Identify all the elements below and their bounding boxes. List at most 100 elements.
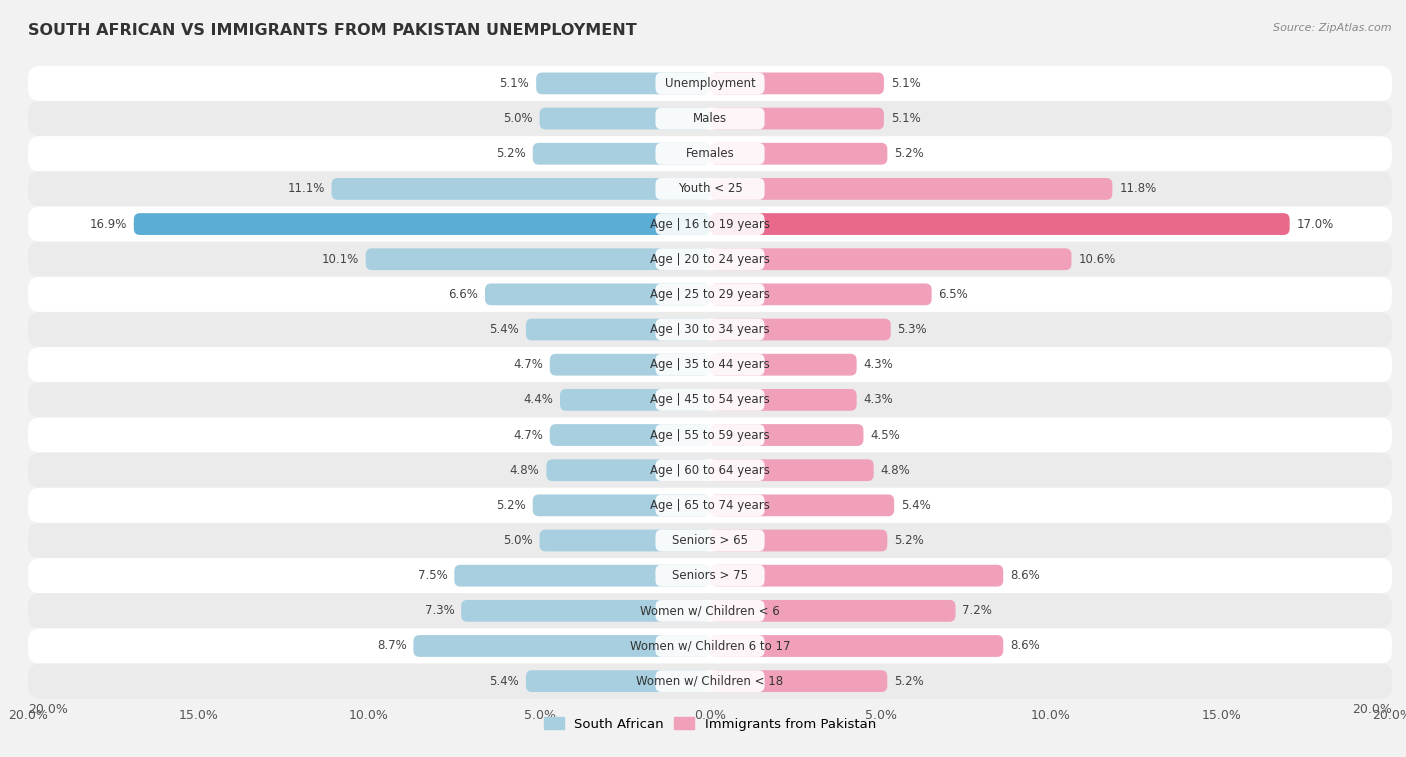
Text: 20.0%: 20.0%: [1353, 703, 1392, 716]
FancyBboxPatch shape: [28, 277, 1392, 312]
Text: Age | 30 to 34 years: Age | 30 to 34 years: [650, 323, 770, 336]
Text: Women w/ Children 6 to 17: Women w/ Children 6 to 17: [630, 640, 790, 653]
FancyBboxPatch shape: [550, 354, 710, 375]
FancyBboxPatch shape: [540, 530, 710, 551]
Text: 7.5%: 7.5%: [418, 569, 447, 582]
FancyBboxPatch shape: [710, 565, 1004, 587]
FancyBboxPatch shape: [550, 424, 710, 446]
FancyBboxPatch shape: [536, 73, 710, 95]
FancyBboxPatch shape: [655, 248, 765, 270]
Text: 4.7%: 4.7%: [513, 428, 543, 441]
Text: 5.1%: 5.1%: [891, 77, 921, 90]
FancyBboxPatch shape: [560, 389, 710, 411]
Text: 4.7%: 4.7%: [513, 358, 543, 371]
FancyBboxPatch shape: [655, 600, 765, 621]
Text: 5.2%: 5.2%: [894, 534, 924, 547]
Text: Women w/ Children < 18: Women w/ Children < 18: [637, 674, 783, 687]
FancyBboxPatch shape: [710, 600, 956, 621]
FancyBboxPatch shape: [485, 283, 710, 305]
Text: 4.3%: 4.3%: [863, 358, 893, 371]
Text: 5.4%: 5.4%: [901, 499, 931, 512]
Text: 5.4%: 5.4%: [489, 323, 519, 336]
FancyBboxPatch shape: [655, 494, 765, 516]
Legend: South African, Immigrants from Pakistan: South African, Immigrants from Pakistan: [538, 712, 882, 736]
Text: 16.9%: 16.9%: [90, 217, 127, 231]
Text: Age | 20 to 24 years: Age | 20 to 24 years: [650, 253, 770, 266]
FancyBboxPatch shape: [28, 382, 1392, 417]
Text: Unemployment: Unemployment: [665, 77, 755, 90]
FancyBboxPatch shape: [710, 248, 1071, 270]
FancyBboxPatch shape: [655, 389, 765, 411]
Text: 4.5%: 4.5%: [870, 428, 900, 441]
Text: Age | 55 to 59 years: Age | 55 to 59 years: [650, 428, 770, 441]
Text: Males: Males: [693, 112, 727, 125]
FancyBboxPatch shape: [710, 178, 1112, 200]
FancyBboxPatch shape: [655, 424, 765, 446]
FancyBboxPatch shape: [547, 459, 710, 481]
FancyBboxPatch shape: [655, 107, 765, 129]
FancyBboxPatch shape: [655, 143, 765, 164]
Text: 4.3%: 4.3%: [863, 394, 893, 407]
FancyBboxPatch shape: [710, 213, 1289, 235]
Text: Seniors > 75: Seniors > 75: [672, 569, 748, 582]
FancyBboxPatch shape: [710, 319, 891, 341]
Text: Women w/ Children < 6: Women w/ Children < 6: [640, 604, 780, 617]
Text: 7.2%: 7.2%: [962, 604, 993, 617]
FancyBboxPatch shape: [28, 312, 1392, 347]
FancyBboxPatch shape: [526, 319, 710, 341]
FancyBboxPatch shape: [28, 664, 1392, 699]
Text: Females: Females: [686, 148, 734, 160]
Text: Source: ZipAtlas.com: Source: ZipAtlas.com: [1274, 23, 1392, 33]
FancyBboxPatch shape: [413, 635, 710, 657]
Text: 17.0%: 17.0%: [1296, 217, 1334, 231]
Text: 10.6%: 10.6%: [1078, 253, 1115, 266]
Text: SOUTH AFRICAN VS IMMIGRANTS FROM PAKISTAN UNEMPLOYMENT: SOUTH AFRICAN VS IMMIGRANTS FROM PAKISTA…: [28, 23, 637, 38]
FancyBboxPatch shape: [28, 101, 1392, 136]
Text: 6.6%: 6.6%: [449, 288, 478, 301]
FancyBboxPatch shape: [134, 213, 710, 235]
Text: 10.1%: 10.1%: [322, 253, 359, 266]
FancyBboxPatch shape: [28, 628, 1392, 664]
Text: 8.7%: 8.7%: [377, 640, 406, 653]
Text: 4.8%: 4.8%: [880, 464, 910, 477]
FancyBboxPatch shape: [533, 143, 710, 164]
FancyBboxPatch shape: [655, 283, 765, 305]
Text: 8.6%: 8.6%: [1010, 569, 1040, 582]
FancyBboxPatch shape: [710, 424, 863, 446]
FancyBboxPatch shape: [710, 459, 873, 481]
FancyBboxPatch shape: [655, 73, 765, 95]
FancyBboxPatch shape: [710, 283, 932, 305]
FancyBboxPatch shape: [540, 107, 710, 129]
FancyBboxPatch shape: [710, 670, 887, 692]
FancyBboxPatch shape: [655, 530, 765, 551]
Text: Age | 35 to 44 years: Age | 35 to 44 years: [650, 358, 770, 371]
Text: 4.8%: 4.8%: [510, 464, 540, 477]
FancyBboxPatch shape: [710, 143, 887, 164]
FancyBboxPatch shape: [655, 178, 765, 200]
FancyBboxPatch shape: [710, 530, 887, 551]
Text: Seniors > 65: Seniors > 65: [672, 534, 748, 547]
Text: 5.4%: 5.4%: [489, 674, 519, 687]
Text: 4.4%: 4.4%: [523, 394, 553, 407]
FancyBboxPatch shape: [366, 248, 710, 270]
Text: 5.2%: 5.2%: [496, 148, 526, 160]
FancyBboxPatch shape: [655, 565, 765, 587]
Text: 7.3%: 7.3%: [425, 604, 454, 617]
Text: 11.8%: 11.8%: [1119, 182, 1156, 195]
FancyBboxPatch shape: [655, 213, 765, 235]
FancyBboxPatch shape: [28, 488, 1392, 523]
FancyBboxPatch shape: [710, 107, 884, 129]
Text: 5.0%: 5.0%: [503, 112, 533, 125]
Text: 6.5%: 6.5%: [938, 288, 969, 301]
FancyBboxPatch shape: [655, 635, 765, 657]
FancyBboxPatch shape: [655, 670, 765, 692]
FancyBboxPatch shape: [655, 459, 765, 481]
FancyBboxPatch shape: [332, 178, 710, 200]
FancyBboxPatch shape: [28, 453, 1392, 488]
FancyBboxPatch shape: [533, 494, 710, 516]
FancyBboxPatch shape: [28, 558, 1392, 593]
Text: 5.1%: 5.1%: [891, 112, 921, 125]
Text: Youth < 25: Youth < 25: [678, 182, 742, 195]
FancyBboxPatch shape: [28, 171, 1392, 207]
Text: Age | 65 to 74 years: Age | 65 to 74 years: [650, 499, 770, 512]
